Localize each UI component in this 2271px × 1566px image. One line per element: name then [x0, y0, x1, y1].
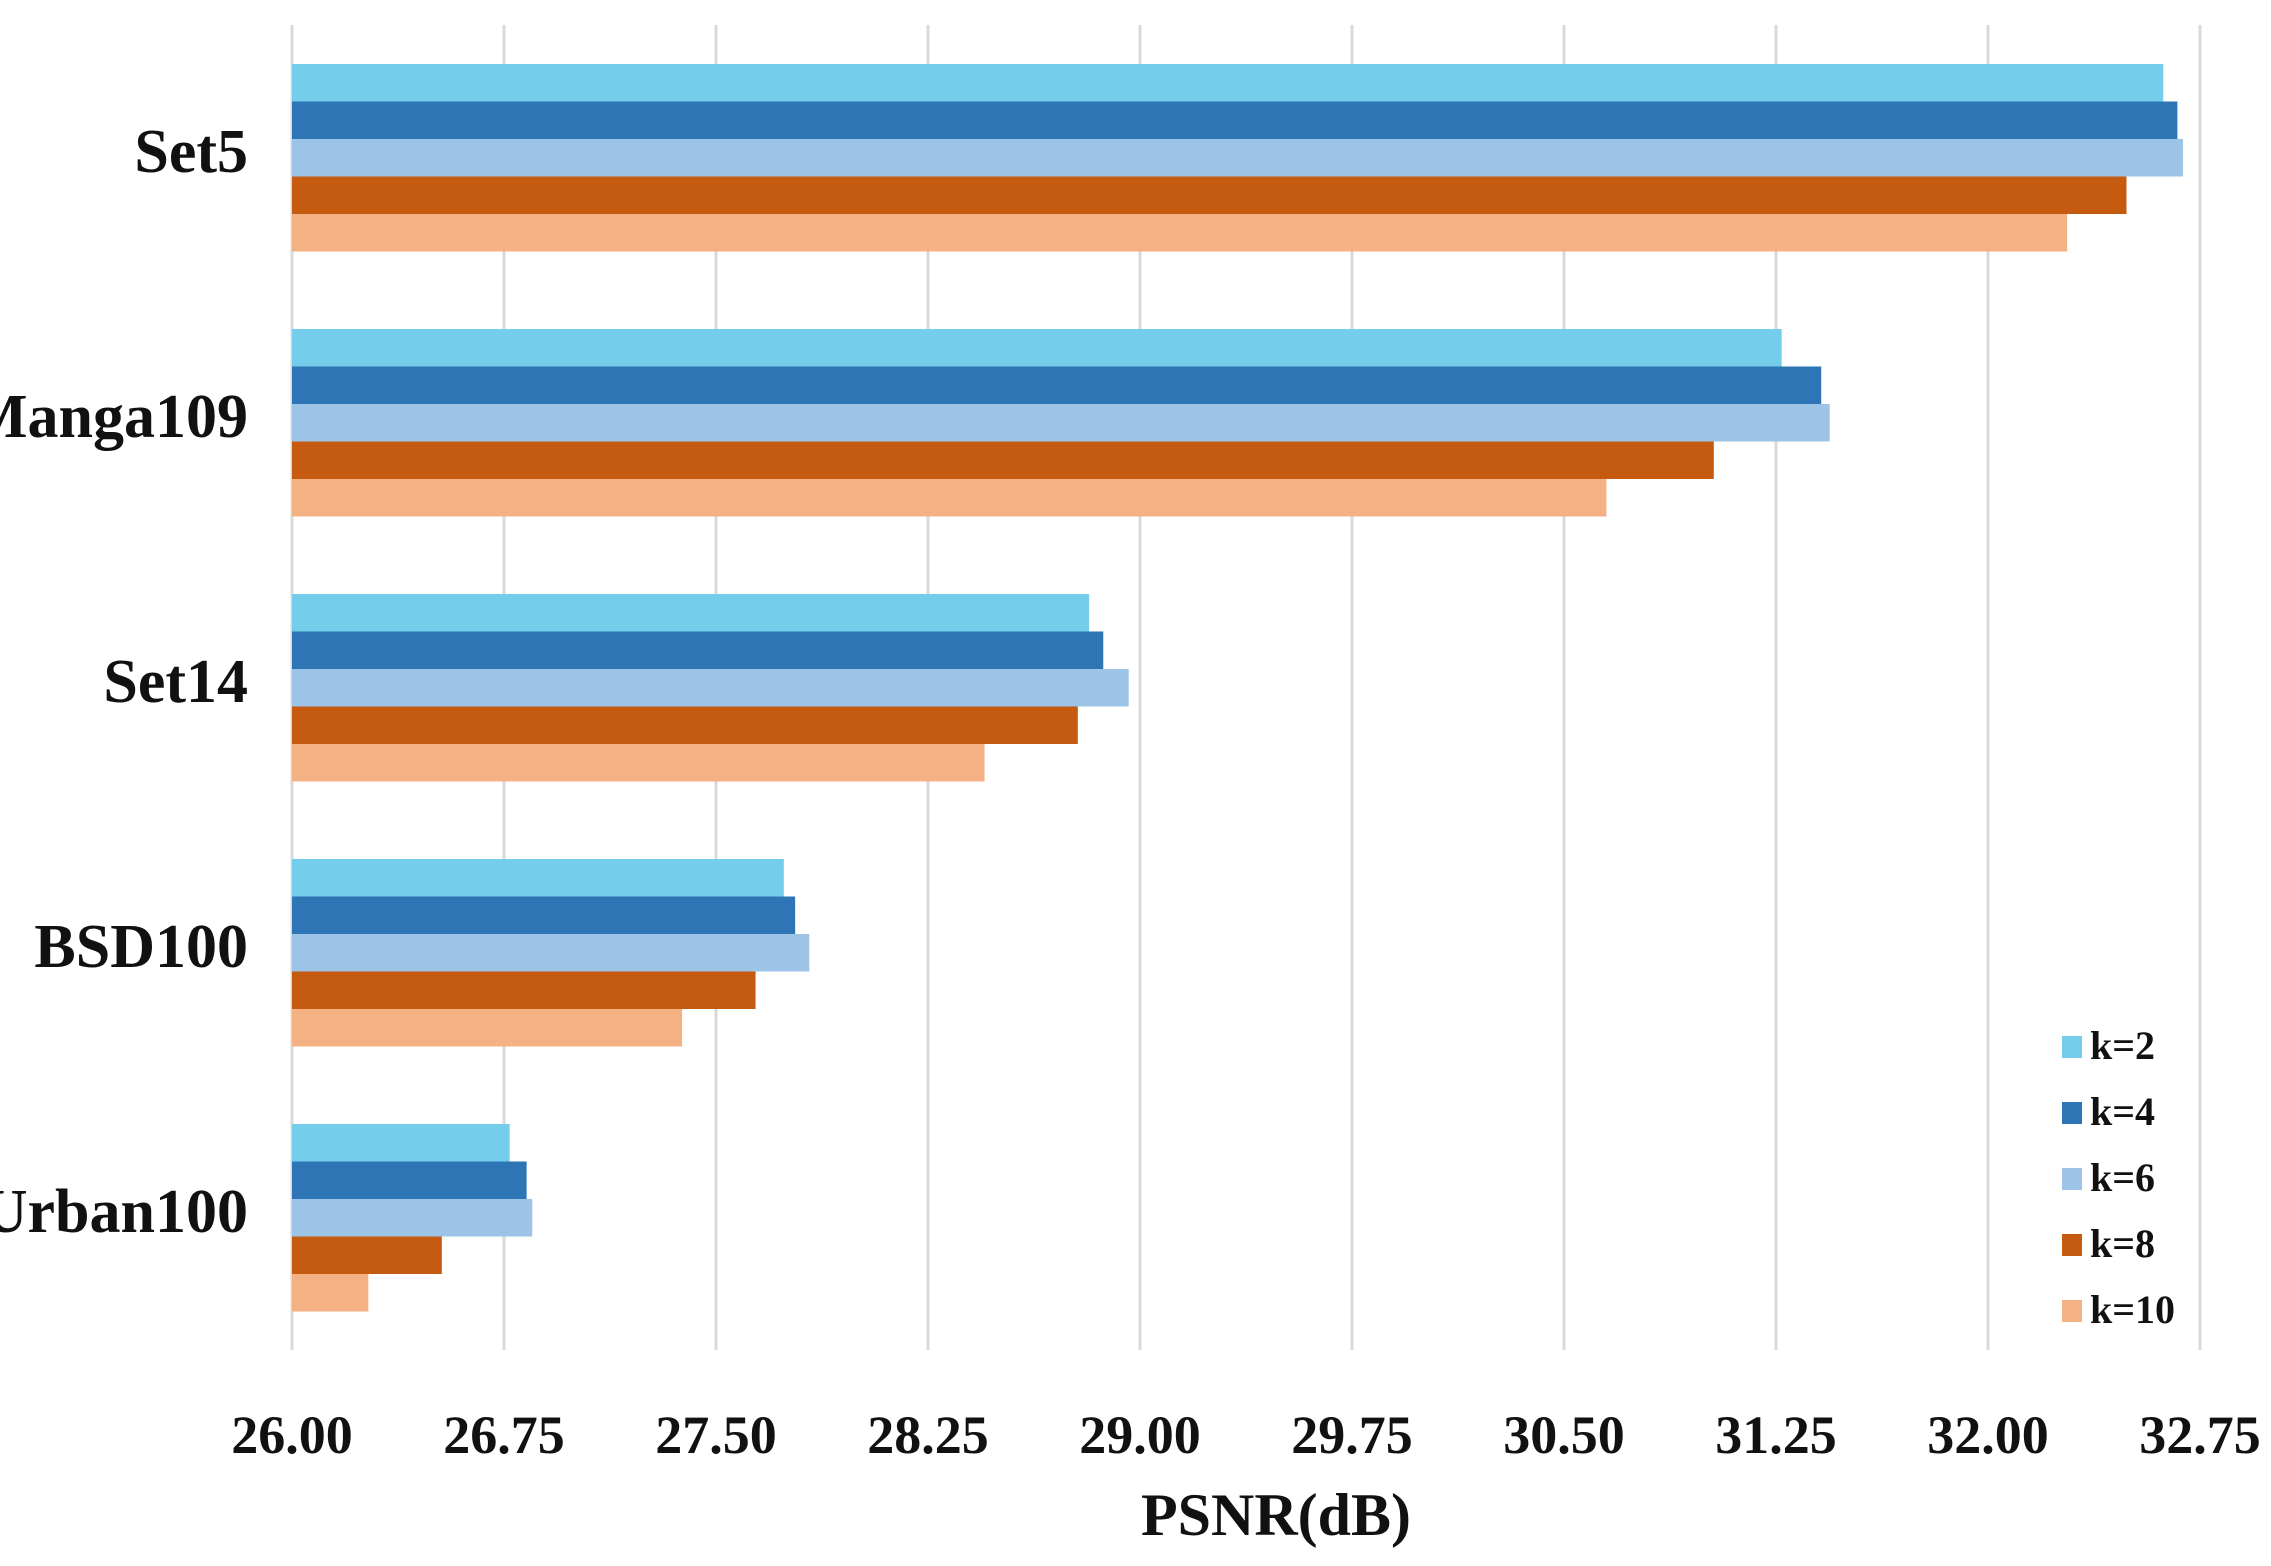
x-tick-label: 30.50 — [1503, 1405, 1625, 1465]
bar — [292, 214, 2068, 252]
bar — [292, 176, 2127, 214]
bar — [292, 1236, 442, 1274]
x-tick-label: 29.00 — [1079, 1405, 1201, 1465]
legend-swatch — [2062, 1234, 2082, 1256]
bar — [292, 594, 1090, 632]
bar — [292, 971, 756, 1009]
bar — [292, 64, 2164, 102]
legend-label: k=2 — [2090, 1023, 2155, 1068]
legend-swatch — [2062, 1036, 2082, 1058]
x-tick-label: 26.00 — [231, 1405, 353, 1465]
bar — [292, 139, 2184, 177]
bar — [292, 1274, 369, 1312]
bar — [292, 441, 1714, 479]
legend-swatch — [2062, 1102, 2082, 1124]
bar — [292, 366, 1822, 404]
bar — [292, 631, 1104, 669]
x-tick-labels: 26.00 26.75 27.50 28.25 29.00 29.75 30.50 31.25… — [231, 1405, 2261, 1465]
bar — [292, 1161, 527, 1199]
legend-label: k=8 — [2090, 1221, 2155, 1266]
x-tick-label: 26.75 — [443, 1405, 565, 1465]
bar — [292, 896, 796, 934]
legend-label: k=10 — [2090, 1287, 2175, 1332]
bar — [292, 706, 1078, 744]
bar — [292, 744, 985, 782]
bar — [292, 329, 1782, 367]
category-label: Urban100 — [0, 1178, 248, 1246]
legend-label: k=4 — [2090, 1089, 2155, 1134]
legend-label: k=6 — [2090, 1155, 2155, 1200]
category-labels: Set5 Manga109 Set14 BSD100 Urban100 — [0, 118, 248, 1246]
bar — [292, 479, 1607, 517]
legend: k=2 k=4 k=6 k=8 k=10 — [2062, 1023, 2175, 1332]
bar — [292, 859, 784, 897]
bar — [292, 1199, 533, 1237]
bar — [292, 1009, 683, 1047]
bar — [292, 669, 1129, 707]
x-tick-label: 32.75 — [2139, 1405, 2261, 1465]
bar — [292, 101, 2178, 139]
bar — [292, 934, 810, 972]
bar — [292, 1124, 510, 1162]
x-tick-label: 27.50 — [655, 1405, 777, 1465]
category-label: Set5 — [134, 118, 248, 186]
x-tick-label: 31.25 — [1715, 1405, 1837, 1465]
category-label: Manga109 — [0, 383, 248, 451]
legend-swatch — [2062, 1300, 2082, 1322]
legend-swatch — [2062, 1168, 2082, 1190]
bars — [292, 64, 2184, 1312]
category-label: Set14 — [103, 648, 248, 716]
x-tick-label: 29.75 — [1291, 1405, 1413, 1465]
x-tick-label: 28.25 — [867, 1405, 989, 1465]
bar — [292, 404, 1830, 442]
x-tick-label: 32.00 — [1927, 1405, 2049, 1465]
category-label: BSD100 — [34, 913, 248, 981]
x-axis-title: PSNR(dB) — [1141, 1482, 1411, 1548]
